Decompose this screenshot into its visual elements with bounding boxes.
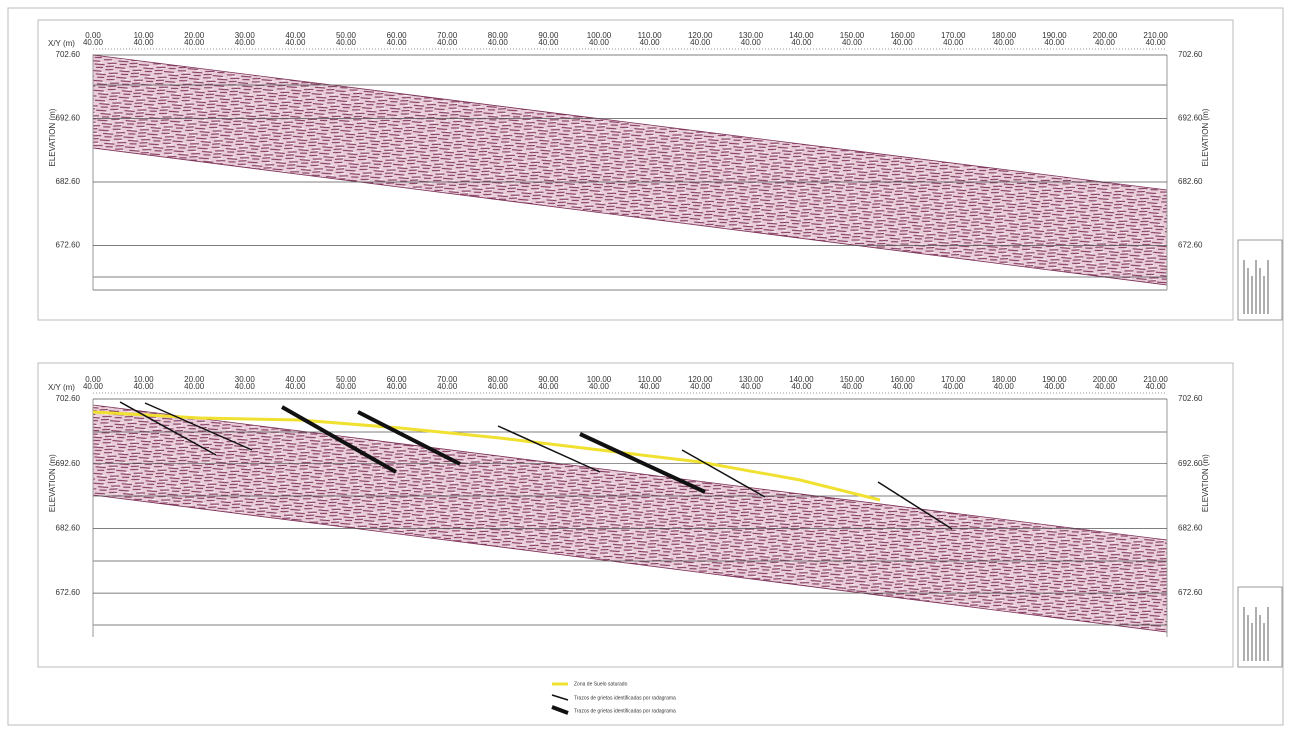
y-coordinate-label: 40.00 [690, 38, 711, 47]
y-coordinate-label: 40.00 [893, 382, 914, 391]
y-coordinate-label: 40.00 [640, 382, 661, 391]
y-coordinate-label: 40.00 [1095, 38, 1116, 47]
y-coordinate-label: 40.00 [791, 38, 812, 47]
y-coordinate-label: 40.00 [184, 38, 205, 47]
legend-swatch [552, 707, 568, 713]
y-coordinate-label: 40.00 [184, 382, 205, 391]
y-coordinate-label: 40.00 [437, 382, 458, 391]
y-coordinate-label: 40.00 [134, 382, 155, 391]
legend: Zona de Suelo saturado Trazos de grietas… [552, 681, 676, 714]
y-coordinate-label: 40.00 [134, 38, 155, 47]
legend-label: Trazos de grietas identificadas por rada… [574, 708, 676, 714]
y-coordinate-label: 40.00 [994, 38, 1015, 47]
y-coordinate-label: 40.00 [741, 38, 762, 47]
radargram-panel: X/Y (m)0.0040.0010.0040.0020.0040.0030.0… [38, 20, 1282, 320]
y-axis-title: ELEVATION (m) [1201, 108, 1210, 166]
y-coordinate-label: 40.00 [943, 38, 964, 47]
y-coordinate-label: 40.00 [893, 38, 914, 47]
elevation-label: 702.60 [56, 50, 81, 59]
y-coordinate-label: 40.00 [336, 382, 357, 391]
elevation-label: 682.60 [1178, 524, 1203, 533]
x-axis-label: X/Y (m) [48, 383, 75, 392]
y-coordinate-label: 40.00 [589, 38, 610, 47]
y-coordinate-label: 40.00 [1146, 382, 1167, 391]
elevation-label: 702.60 [1178, 394, 1203, 403]
y-coordinate-label: 40.00 [83, 382, 104, 391]
elevation-label: 692.60 [1178, 114, 1203, 123]
elevation-label: 682.60 [1178, 177, 1203, 186]
x-axis-label: X/Y (m) [48, 39, 75, 48]
elevation-label: 682.60 [56, 177, 81, 186]
y-coordinate-label: 40.00 [1044, 38, 1065, 47]
y-coordinate-label: 40.00 [690, 382, 711, 391]
page: X/Y (m)0.0040.0010.0040.0020.0040.0030.0… [0, 0, 1293, 731]
elevation-label: 702.60 [56, 394, 81, 403]
elevation-label: 682.60 [56, 524, 81, 533]
y-axis-title: ELEVATION (m) [1201, 454, 1210, 512]
y-coordinate-label: 40.00 [285, 38, 306, 47]
elevation-label: 672.60 [1178, 241, 1203, 250]
radargram-panel: X/Y (m)0.0040.0010.0040.0020.0040.0030.0… [38, 363, 1282, 667]
radargram [93, 405, 1167, 632]
y-coordinate-label: 40.00 [943, 382, 964, 391]
y-coordinate-label: 40.00 [235, 382, 256, 391]
y-coordinate-label: 40.00 [488, 38, 509, 47]
elevation-label: 702.60 [1178, 50, 1203, 59]
elevation-label: 692.60 [1178, 459, 1203, 468]
y-coordinate-label: 40.00 [1095, 382, 1116, 391]
panels: X/Y (m)0.0040.0010.0040.0020.0040.0030.0… [38, 20, 1282, 667]
legend-label: Trazos de grietas identificadas por rada… [574, 695, 676, 701]
elevation-label: 672.60 [56, 241, 81, 250]
y-coordinate-label: 40.00 [538, 382, 559, 391]
y-coordinate-label: 40.00 [842, 382, 863, 391]
radargram [93, 55, 1167, 285]
y-coordinate-label: 40.00 [285, 382, 306, 391]
y-axis-title: ELEVATION (m) [48, 454, 57, 512]
y-coordinate-label: 40.00 [336, 38, 357, 47]
y-coordinate-label: 40.00 [1044, 382, 1065, 391]
y-coordinate-label: 40.00 [235, 38, 256, 47]
y-coordinate-label: 40.00 [387, 382, 408, 391]
y-coordinate-label: 40.00 [538, 38, 559, 47]
y-coordinate-label: 40.00 [1146, 38, 1167, 47]
y-coordinate-label: 40.00 [387, 38, 408, 47]
y-coordinate-label: 40.00 [640, 38, 661, 47]
y-coordinate-label: 40.00 [437, 38, 458, 47]
elevation-label: 692.60 [56, 459, 81, 468]
elevation-label: 672.60 [56, 588, 81, 597]
y-coordinate-label: 40.00 [488, 382, 509, 391]
y-axis-title: ELEVATION (m) [48, 108, 57, 166]
y-coordinate-label: 40.00 [741, 382, 762, 391]
elevation-label: 672.60 [1178, 588, 1203, 597]
y-coordinate-label: 40.00 [83, 38, 104, 47]
y-coordinate-label: 40.00 [791, 382, 812, 391]
elevation-label: 692.60 [56, 114, 81, 123]
y-coordinate-label: 40.00 [842, 38, 863, 47]
y-coordinate-label: 40.00 [589, 382, 610, 391]
legend-swatch [552, 695, 568, 700]
legend-label: Zona de Suelo saturado [574, 681, 628, 687]
y-coordinate-label: 40.00 [994, 382, 1015, 391]
